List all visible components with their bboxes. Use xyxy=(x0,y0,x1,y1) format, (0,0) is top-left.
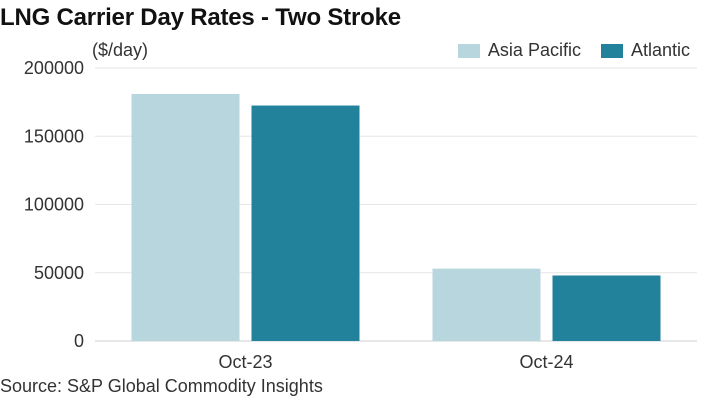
legend-swatch-atlantic xyxy=(600,43,623,58)
y-tick-label: 100000 xyxy=(24,195,84,215)
y-tick-label: 200000 xyxy=(24,58,84,78)
legend: Asia Pacific Atlantic xyxy=(457,40,690,61)
legend-label-atlantic: Atlantic xyxy=(630,40,690,60)
y-tick-label: 50000 xyxy=(34,263,84,283)
source-note: Source: S&P Global Commodity Insights xyxy=(0,376,323,396)
bar-asia-pacific-oct-24 xyxy=(432,268,541,341)
legend-item-atlantic: Atlantic xyxy=(600,40,690,61)
bar-asia-pacific-oct-23 xyxy=(131,93,240,341)
y-tick-label: 0 xyxy=(74,331,84,351)
y-tick-label: 150000 xyxy=(24,126,84,146)
legend-label-asia-pacific: Asia Pacific xyxy=(487,40,581,60)
y-axis-unit-label: ($/day) xyxy=(92,40,149,60)
legend-swatch-asia-pacific xyxy=(457,43,480,58)
bar-atlantic-oct-23 xyxy=(251,105,360,341)
x-tick-label: Oct-24 xyxy=(519,352,573,372)
x-tick-label: Oct-23 xyxy=(218,352,272,372)
chart-title: LNG Carrier Day Rates - Two Stroke xyxy=(0,4,401,31)
bar-atlantic-oct-24 xyxy=(552,275,661,341)
legend-item-asia-pacific: Asia Pacific xyxy=(457,40,581,61)
